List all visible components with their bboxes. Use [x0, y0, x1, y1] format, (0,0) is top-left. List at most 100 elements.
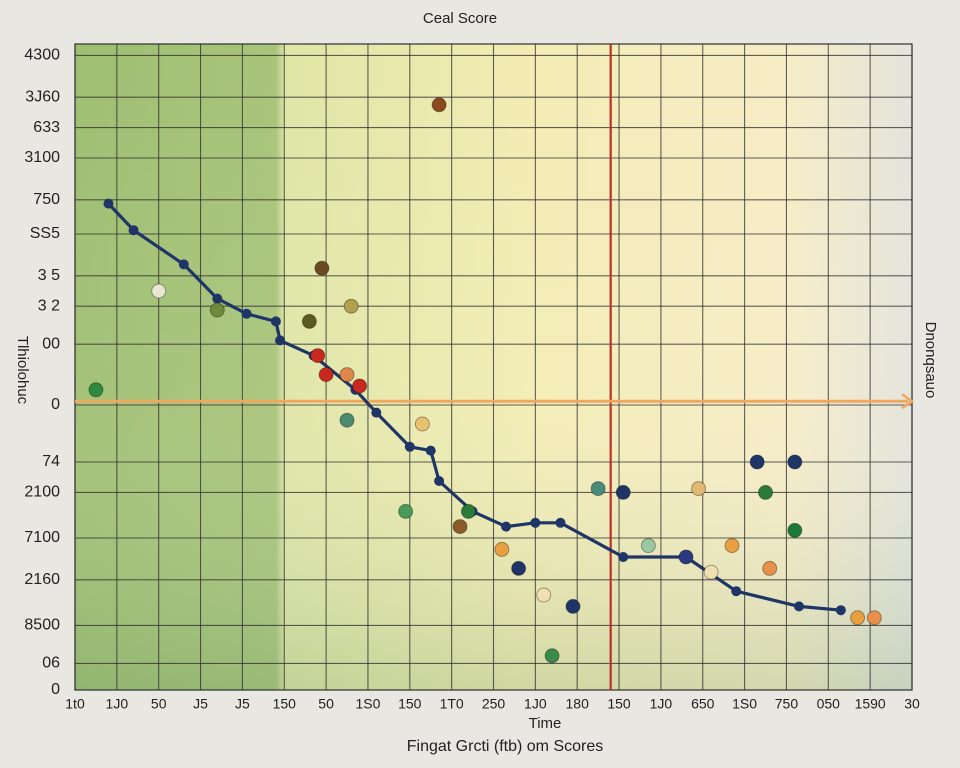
line-point: [275, 335, 286, 346]
x-tick-label: J5: [193, 696, 208, 712]
scatter-point: [301, 313, 317, 329]
x-tick-label: 50: [151, 696, 167, 712]
x-tick-label: 750: [775, 696, 799, 712]
x-tick-label: 150: [607, 696, 631, 712]
y-tick-label: 3 5: [38, 267, 60, 284]
y-tick-label: 4300: [24, 47, 60, 64]
x-axis-label: Time: [529, 715, 562, 732]
x-tick-label: 250: [482, 696, 506, 712]
x-tick-label: 650: [691, 696, 715, 712]
scatter-point: [762, 560, 778, 576]
y-tick-label: 3100: [24, 149, 60, 166]
x-tick-label: 1S0: [355, 696, 380, 712]
line-point: [103, 198, 114, 209]
scatter-point: [724, 538, 740, 554]
y-tick-label: 0: [51, 396, 60, 413]
chart-title: Ceal Score: [423, 10, 497, 27]
scatter-point: [565, 598, 581, 614]
scatter-point: [749, 454, 765, 470]
y-tick-label: 3 2: [38, 297, 60, 314]
line-point: [618, 552, 629, 562]
y-tick-label: SS5: [30, 225, 60, 242]
scatter-point: [310, 348, 326, 364]
x-tick-label: 1590: [855, 696, 886, 712]
line-point: [434, 476, 445, 486]
line-point: [501, 521, 512, 532]
x-tick-label: 1J0: [650, 696, 673, 712]
y-axis-label: Tlhiolohuc: [14, 336, 31, 405]
scatter-point: [452, 519, 468, 535]
y-tick-label: 06: [42, 655, 60, 672]
y-tick-label: 2100: [24, 484, 60, 501]
scatter-point: [398, 503, 414, 519]
line-point: [794, 601, 805, 612]
line-point: [530, 517, 541, 528]
scatter-point: [352, 378, 368, 394]
line-point: [371, 407, 382, 418]
chart-subtitle: Fingat Grcti (ftb) om Scores: [407, 738, 604, 755]
scatter-point: [460, 503, 476, 519]
y-tick-label: 633: [33, 119, 60, 136]
x-tick-label: J5: [235, 696, 250, 712]
line-point: [731, 586, 742, 597]
x-tick-label: 1t0: [65, 696, 85, 712]
line-point: [425, 445, 436, 456]
x-tick-label: 180: [566, 696, 590, 712]
scatter-point: [640, 538, 656, 554]
line-point: [555, 517, 566, 528]
x-tick-label: 1J0: [524, 696, 547, 712]
plot-frame: [74, 43, 913, 691]
scatter-point: [339, 367, 355, 383]
line-point: [212, 293, 223, 304]
scatter-point: [615, 484, 631, 500]
x-tick-label: 1S0: [732, 696, 757, 712]
x-tick-label: 050: [817, 696, 841, 712]
scatter-point: [343, 298, 359, 314]
y-tick-label: 0: [51, 681, 60, 698]
scatter-point: [691, 481, 707, 497]
y-tick-label: 750: [33, 191, 60, 208]
y-tick-label: 00: [42, 335, 60, 352]
scatter-point: [787, 522, 803, 538]
line-point: [178, 259, 189, 270]
scatter-point: [678, 549, 694, 565]
x-tick-label: 50: [318, 696, 334, 712]
scatter-point: [494, 541, 510, 557]
x-tick-label: 150: [398, 696, 422, 712]
x-tick-label: 150: [273, 696, 297, 712]
scatter-point: [209, 302, 225, 318]
scatter-point: [850, 610, 866, 626]
y-tick-label: 2160: [24, 571, 60, 588]
scatter-point: [758, 484, 774, 500]
y-tick-label: 7100: [24, 529, 60, 546]
scatter-point: [536, 587, 552, 603]
scatter-point: [787, 454, 803, 470]
y-tick-label: 3J60: [25, 88, 60, 105]
scatter-point: [866, 610, 882, 626]
scatter-point: [414, 416, 430, 432]
scatter-point: [431, 97, 447, 113]
scatter-point: [314, 260, 330, 276]
scatter-point: [339, 412, 355, 428]
scatter-point: [703, 564, 719, 580]
y-tick-label: 74: [42, 453, 60, 470]
scatter-point: [88, 382, 104, 398]
x-tick-label: 1J0: [106, 696, 129, 712]
scatter-point: [151, 283, 167, 299]
y-tick-label: 8500: [24, 617, 60, 634]
scatter-point: [511, 560, 527, 576]
x-tick-label: 30: [904, 696, 920, 712]
scatter-point: [318, 367, 334, 383]
trend-line: [107, 202, 841, 612]
scatter-point: [544, 648, 560, 664]
y2-axis-label: Dnonqsauo: [922, 322, 939, 399]
x-tick-label: 1T0: [440, 696, 464, 712]
line-point: [270, 316, 281, 327]
line-point: [241, 308, 252, 319]
line-point: [128, 225, 139, 236]
line-point: [835, 605, 846, 616]
reference-arrowhead: [901, 393, 915, 410]
line-point: [404, 441, 415, 452]
